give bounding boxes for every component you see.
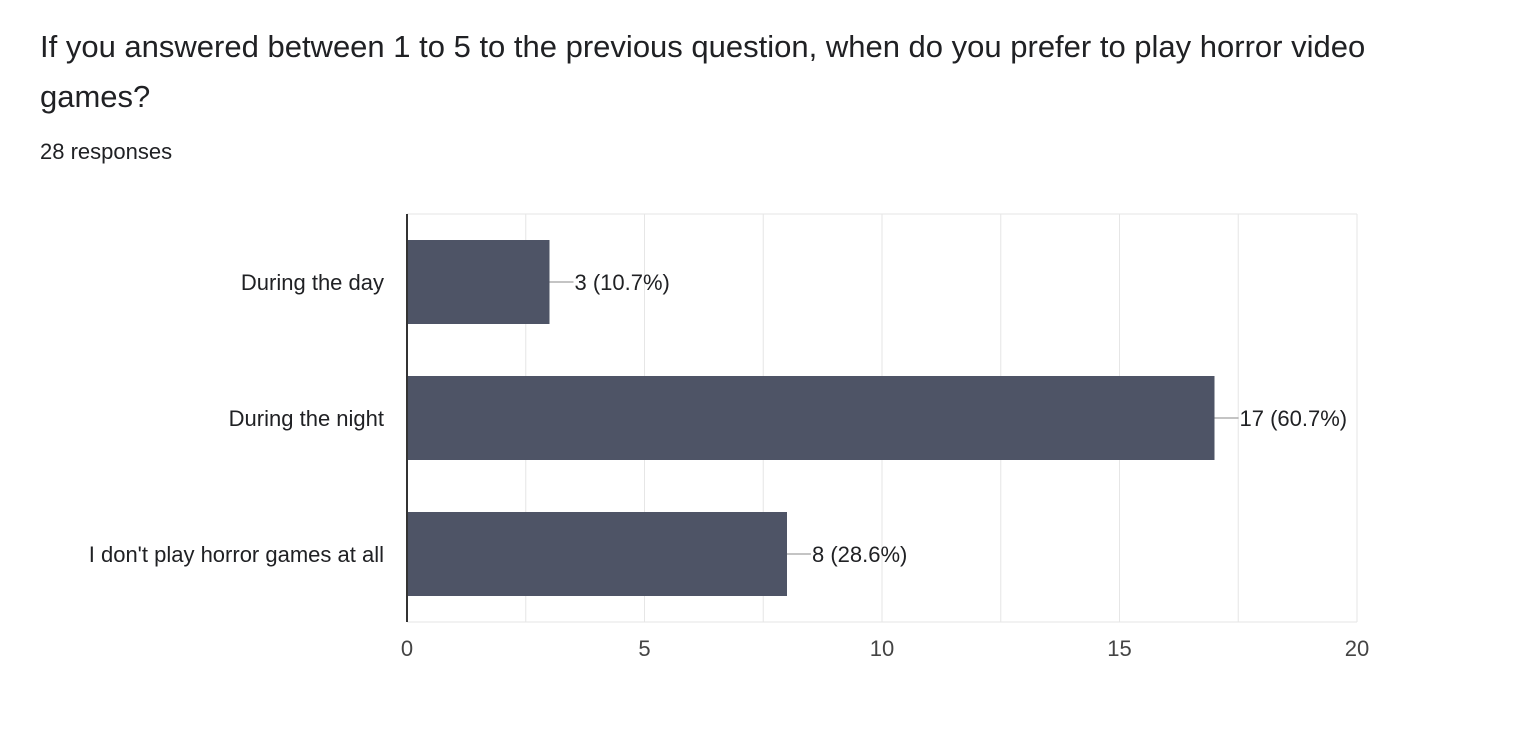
x-tick-label: 10 xyxy=(870,636,894,661)
category-label: During the day xyxy=(241,270,384,295)
bar xyxy=(407,240,550,324)
x-tick-label: 5 xyxy=(638,636,650,661)
question-title: If you answered between 1 to 5 to the pr… xyxy=(40,29,1366,114)
category-label: During the night xyxy=(229,406,384,431)
response-count: 28 responses xyxy=(40,139,173,164)
labels: 3 (10.7%) During the day 17 (60.7%) During … xyxy=(89,270,1369,661)
bar xyxy=(407,512,787,596)
bars xyxy=(407,240,1239,596)
data-label: 8 (28.6%) xyxy=(812,542,907,567)
category-label: I don't play horror games at all xyxy=(89,542,384,567)
data-label: 3 (10.7%) xyxy=(575,270,670,295)
x-tick-label: 15 xyxy=(1107,636,1131,661)
data-label: 17 (60.7%) xyxy=(1240,406,1348,431)
x-tick-label: 0 xyxy=(401,636,413,661)
bar xyxy=(407,376,1215,460)
x-tick-label: 20 xyxy=(1345,636,1369,661)
